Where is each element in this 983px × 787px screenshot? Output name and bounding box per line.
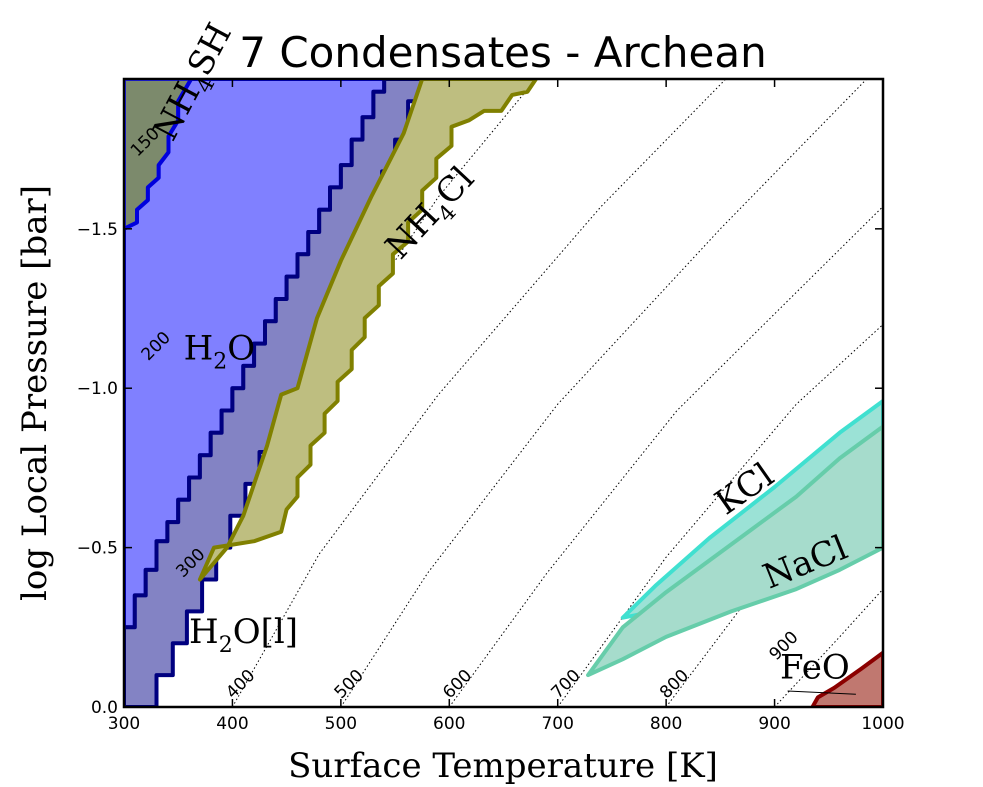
region-label-tail: O[l] — [233, 612, 298, 652]
region-label-subscript: 2 — [219, 633, 233, 658]
region-label-h2o: H2O — [184, 329, 256, 375]
isotherm-line-500 — [340, 79, 868, 707]
isotherm-label-600: 600 — [439, 666, 476, 703]
isotherm-line-700 — [557, 324, 883, 707]
isotherm-label-400: 400 — [222, 666, 259, 703]
region-label-h2o-l: H2O[l] — [189, 612, 298, 658]
x-tick-label-500: 500 — [325, 714, 357, 734]
region-nh4cl — [199, 79, 536, 580]
condensate-regions — [124, 79, 883, 707]
region-label-subscript: 2 — [213, 350, 227, 375]
region-label-main: H — [184, 329, 214, 369]
region-label-main: FeO — [780, 647, 850, 687]
region-outline-nacl — [586, 424, 883, 678]
region-kcl — [622, 401, 883, 618]
region-label-tail: SH — [180, 17, 240, 83]
x-tick-label-800: 800 — [650, 714, 682, 734]
y-tick-label-neg1: −1.0 — [77, 379, 118, 399]
y-tick-label-neg0-5: −0.5 — [77, 539, 118, 559]
y-axis-label: log Local Pressure [bar] — [15, 185, 55, 601]
isotherm-label-500: 500 — [331, 666, 368, 703]
x-axis-label: Surface Temperature [K] — [288, 746, 718, 786]
plot-area — [124, 79, 883, 707]
region-outline-feo — [810, 650, 883, 707]
region-outline-nh4cl — [197, 79, 538, 582]
region-label-main: H — [189, 612, 219, 652]
y-tick-label-0: 0.0 — [91, 698, 118, 718]
x-tick-label-1000: 1000 — [861, 714, 904, 734]
feo-pointer-line — [787, 690, 856, 695]
region-h2o-l — [124, 79, 423, 707]
x-tick-label-600: 600 — [433, 714, 465, 734]
plot-frame — [122, 77, 885, 709]
region-label-feo: FeO — [780, 647, 850, 687]
x-tick-label-300: 300 — [108, 714, 140, 734]
chart-title: 7 Condensates - Archean — [239, 28, 766, 77]
isotherm-line-400 — [231, 79, 727, 707]
x-tick-label-700: 700 — [541, 714, 573, 734]
region-label-tail: O — [227, 329, 255, 369]
region-nacl — [588, 426, 883, 676]
axis-ticks: 300 400 500 600 700 800 900 1000 0.0 −0.5 −1.0 −1.5 — [77, 79, 905, 734]
x-tick-label-900: 900 — [758, 714, 790, 734]
y-tick-label-neg1-5: −1.5 — [77, 220, 118, 240]
isotherm-label-700: 700 — [548, 666, 585, 703]
region-nh4sh — [124, 79, 192, 229]
x-tick-label-400: 400 — [216, 714, 248, 734]
isotherm-label-800: 800 — [656, 666, 693, 703]
